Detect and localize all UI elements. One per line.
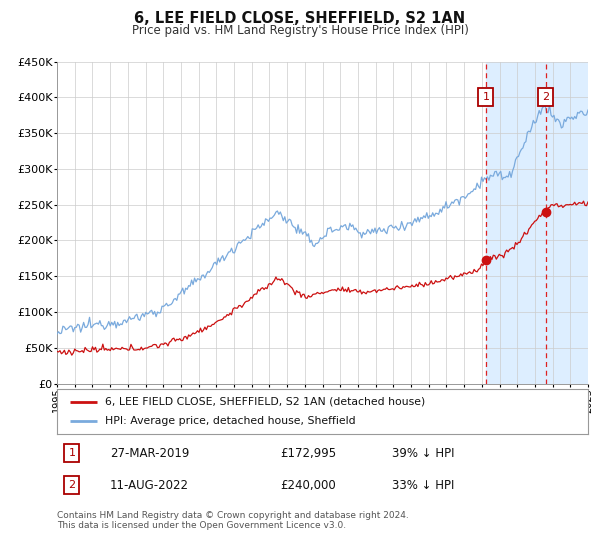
Text: 33% ↓ HPI: 33% ↓ HPI [392,479,454,492]
Text: 2: 2 [542,92,549,102]
Text: £240,000: £240,000 [280,479,336,492]
Bar [486,62,588,384]
Text: 1: 1 [68,448,76,458]
Text: 2: 2 [68,480,76,491]
Text: Price paid vs. HM Land Registry's House Price Index (HPI): Price paid vs. HM Land Registry's House … [131,24,469,36]
Text: £172,995: £172,995 [280,446,336,460]
Text: 6, LEE FIELD CLOSE, SHEFFIELD, S2 1AN: 6, LEE FIELD CLOSE, SHEFFIELD, S2 1AN [134,11,466,26]
Text: 39% ↓ HPI: 39% ↓ HPI [392,446,454,460]
Text: 27-MAR-2019: 27-MAR-2019 [110,446,190,460]
Text: HPI: Average price, detached house, Sheffield: HPI: Average price, detached house, Shef… [105,417,355,427]
Text: Contains HM Land Registry data © Crown copyright and database right 2024.
This d: Contains HM Land Registry data © Crown c… [57,511,409,530]
Text: 6, LEE FIELD CLOSE, SHEFFIELD, S2 1AN (detached house): 6, LEE FIELD CLOSE, SHEFFIELD, S2 1AN (d… [105,396,425,407]
Text: 11-AUG-2022: 11-AUG-2022 [110,479,189,492]
Text: 1: 1 [482,92,490,102]
